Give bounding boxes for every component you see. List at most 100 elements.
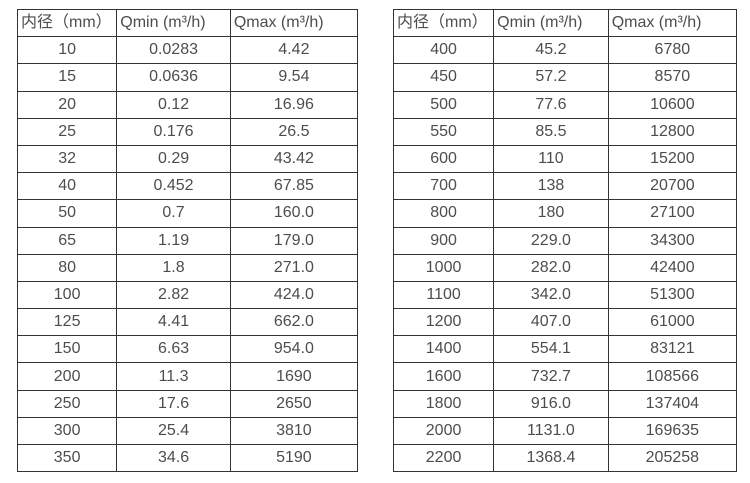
table-cell: 662.0 xyxy=(229,308,359,337)
table-cell: 554.1 xyxy=(493,335,609,364)
table-cell: 3810 xyxy=(229,416,359,446)
table-cell: 1000 xyxy=(392,253,495,282)
table-row: 1400 554.1 83121 xyxy=(392,335,738,364)
table-cell: 40 xyxy=(16,172,118,201)
table-cell: 16.96 xyxy=(229,90,359,119)
table-cell: 0.176 xyxy=(116,117,231,146)
table-cell: 450 xyxy=(392,63,495,92)
table-row: 25 0.176 26.5 xyxy=(16,117,359,146)
table-row: 50 0.7 160.0 xyxy=(16,199,359,228)
table-cell: 10600 xyxy=(607,90,738,119)
table-row: 1800 916.0 137404 xyxy=(392,389,738,418)
table-cell: 0.7 xyxy=(116,199,231,228)
table-cell: 0.0283 xyxy=(116,36,231,65)
table-cell: 0.29 xyxy=(116,144,231,174)
table-cell: 0.452 xyxy=(116,172,231,201)
table-row: 15 0.0636 9.54 xyxy=(16,63,359,92)
table-row: 2200 1368.4 205258 xyxy=(392,443,738,473)
column-header: Qmin (m³/h) xyxy=(493,8,609,38)
table-cell: 5190 xyxy=(229,443,359,473)
table-row: 40 0.452 67.85 xyxy=(16,172,359,201)
table-cell: 45.2 xyxy=(493,36,609,65)
column-header: 内径（mm） xyxy=(16,8,118,38)
table-cell: 32 xyxy=(16,144,118,174)
table-cell: 4.42 xyxy=(229,36,359,65)
table-cell: 954.0 xyxy=(229,335,359,364)
table-row: 550 85.5 12800 xyxy=(392,117,738,146)
table-row: 500 77.6 10600 xyxy=(392,90,738,119)
table-cell: 1800 xyxy=(392,389,495,418)
table-cell: 169635 xyxy=(607,416,738,446)
table-cell: 732.7 xyxy=(493,362,609,391)
table-cell: 2.82 xyxy=(116,280,231,310)
table-cell: 1690 xyxy=(229,362,359,391)
table-row: 1600 732.7 108566 xyxy=(392,362,738,391)
table-cell: 27100 xyxy=(607,199,738,228)
table-cell: 100 xyxy=(16,280,118,310)
column-header: Qmax (m³/h) xyxy=(607,8,738,38)
table-cell: 137404 xyxy=(607,389,738,418)
table-row: 100 2.82 424.0 xyxy=(16,280,359,310)
table-cell: 200 xyxy=(16,362,118,391)
table-row: 65 1.19 179.0 xyxy=(16,226,359,255)
table-cell: 51300 xyxy=(607,280,738,310)
table-row: 32 0.29 43.42 xyxy=(16,144,359,174)
table-row: 20 0.12 16.96 xyxy=(16,90,359,119)
table-cell: 350 xyxy=(16,443,118,473)
table-cell: 1.19 xyxy=(116,226,231,255)
table-row: 200 11.3 1690 xyxy=(16,362,359,391)
table-cell: 138 xyxy=(493,172,609,201)
header-row: 内径（mm） Qmin (m³/h) Qmax (m³/h) xyxy=(16,8,359,38)
table-cell: 160.0 xyxy=(229,199,359,228)
table-cell: 407.0 xyxy=(493,308,609,337)
table-cell: 77.6 xyxy=(493,90,609,119)
table-cell: 65 xyxy=(16,226,118,255)
table-cell: 25.4 xyxy=(116,416,231,446)
table-row: 2000 1131.0 169635 xyxy=(392,416,738,446)
table-cell: 180 xyxy=(493,199,609,228)
table-cell: 110 xyxy=(493,144,609,174)
table-cell: 1100 xyxy=(392,280,495,310)
table-cell: 15200 xyxy=(607,144,738,174)
table-cell: 6.63 xyxy=(116,335,231,364)
table-cell: 34300 xyxy=(607,226,738,255)
table-cell: 0.0636 xyxy=(116,63,231,92)
table-row: 350 34.6 5190 xyxy=(16,443,359,473)
table-row: 800 180 27100 xyxy=(392,199,738,228)
table-row: 450 57.2 8570 xyxy=(392,63,738,92)
table-row: 700 138 20700 xyxy=(392,172,738,201)
table-cell: 26.5 xyxy=(229,117,359,146)
table-cell: 85.5 xyxy=(493,117,609,146)
table-cell: 229.0 xyxy=(493,226,609,255)
spec-table: 内径（mm） Qmin (m³/h) Qmax (m³/h) 400 45.2 6780… xyxy=(392,8,738,473)
table-cell: 500 xyxy=(392,90,495,119)
table-cell: 900 xyxy=(392,226,495,255)
table-cell: 550 xyxy=(392,117,495,146)
table-cell: 300 xyxy=(16,416,118,446)
table-row: 10 0.0283 4.42 xyxy=(16,36,359,65)
flow-rate-table-large-diameters: 内径（mm） Qmin (m³/h) Qmax (m³/h) 400 45.2 6780… xyxy=(392,8,738,473)
column-header: Qmin (m³/h) xyxy=(116,8,231,38)
table-cell: 12800 xyxy=(607,117,738,146)
table-cell: 43.42 xyxy=(229,144,359,174)
table-cell: 17.6 xyxy=(116,389,231,418)
table-cell: 150 xyxy=(16,335,118,364)
table-cell: 205258 xyxy=(607,443,738,473)
table-cell: 424.0 xyxy=(229,280,359,310)
table-cell: 700 xyxy=(392,172,495,201)
column-header: 内径（mm） xyxy=(392,8,495,38)
table-row: 300 25.4 3810 xyxy=(16,416,359,446)
table-cell: 67.85 xyxy=(229,172,359,201)
table-cell: 2000 xyxy=(392,416,495,446)
column-header: Qmax (m³/h) xyxy=(229,8,359,38)
table-cell: 250 xyxy=(16,389,118,418)
table-cell: 9.54 xyxy=(229,63,359,92)
table-row: 1000 282.0 42400 xyxy=(392,253,738,282)
table-cell: 4.41 xyxy=(116,308,231,337)
table-row: 80 1.8 271.0 xyxy=(16,253,359,282)
table-cell: 282.0 xyxy=(493,253,609,282)
table-row: 150 6.63 954.0 xyxy=(16,335,359,364)
table-cell: 1600 xyxy=(392,362,495,391)
table-cell: 50 xyxy=(16,199,118,228)
